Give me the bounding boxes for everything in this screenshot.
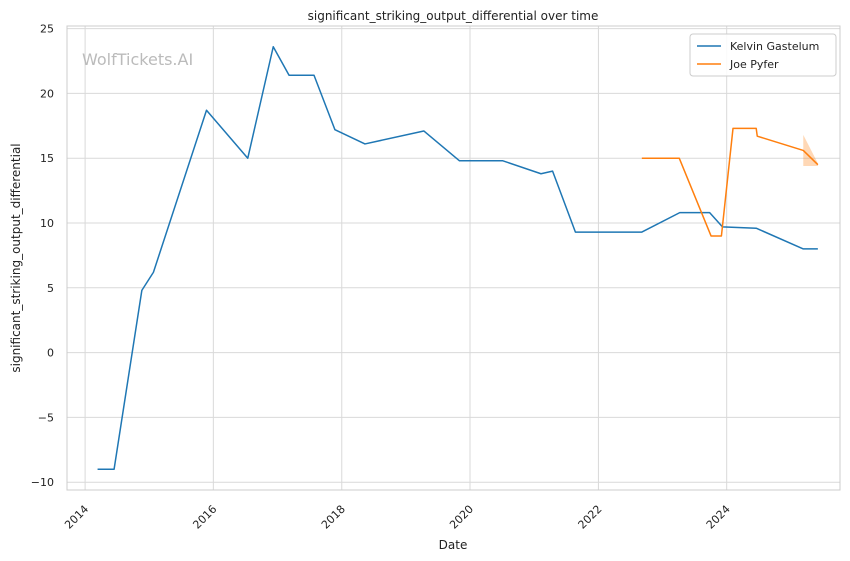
x-tick-label: 2022: [576, 503, 605, 532]
y-axis-ticks: −10 −5 0 5 10 15 20 25: [31, 23, 54, 490]
grid: [67, 26, 840, 490]
legend-label-kelvin-gastelum: Kelvin Gastelum: [730, 40, 819, 53]
y-tick-label: 10: [40, 217, 54, 230]
legend-label-joe-pyfer: Joe Pyfer: [729, 58, 779, 71]
legend: Kelvin Gastelum Joe Pyfer: [689, 33, 837, 77]
x-tick-label: 2024: [704, 503, 733, 532]
x-tick-label: 2018: [319, 503, 348, 532]
series-lines: [97, 45, 819, 471]
series-line-joe-pyfer: [641, 127, 819, 237]
y-tick-label: 20: [40, 87, 54, 100]
y-axis-label: significant_striking_output_differential: [9, 143, 23, 372]
x-tick-label: 2016: [190, 503, 219, 532]
legend-box: [689, 33, 837, 77]
y-tick-label: 25: [40, 23, 54, 36]
y-tick-label: −10: [31, 476, 54, 489]
chart-title: significant_striking_output_differential…: [308, 9, 599, 23]
watermark: WolfTickets.AI: [82, 50, 193, 69]
x-tick-label: 2020: [447, 503, 476, 532]
series-line-kelvin-gastelum: [97, 45, 818, 471]
y-tick-label: 0: [47, 347, 54, 360]
plot-frame: [66, 25, 841, 491]
x-axis-ticks: 2014 2016 2018 2020 2022 2024: [62, 503, 733, 532]
y-tick-label: 5: [47, 282, 54, 295]
confidence-band-joe-pyfer: [803, 134, 818, 166]
y-tick-label: −5: [38, 411, 54, 424]
x-axis-label: Date: [439, 538, 468, 552]
y-tick-label: 15: [40, 152, 54, 165]
uncertainty-bands: [803, 134, 818, 166]
x-tick-label: 2014: [62, 503, 91, 532]
